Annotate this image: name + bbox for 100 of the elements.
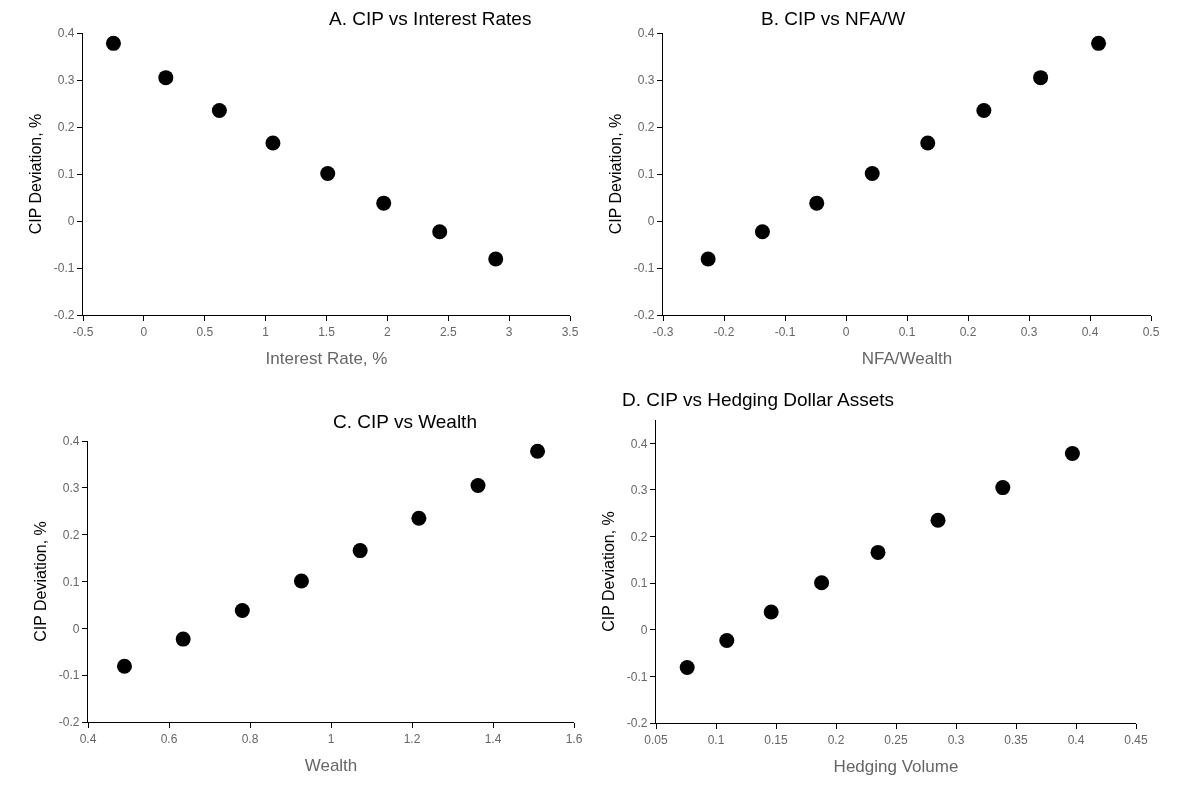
x-tick-label: -0.2 [713, 324, 735, 339]
chart-title: C. CIP vs Wealth [333, 411, 477, 432]
point [320, 166, 336, 182]
x-tick-label: 0.3 [947, 732, 965, 747]
x-axis-title: Hedging Volume [833, 756, 959, 776]
x-tick-label: 1.6 [565, 731, 583, 746]
y-tick-label: 0 [72, 621, 80, 636]
x-tick-label: 0.45 [1124, 732, 1148, 747]
chart-title: D. CIP vs Hedging Dollar Assets [622, 389, 895, 410]
y-tick-label: 0.3 [62, 481, 80, 496]
y-tick-label: 0.2 [62, 527, 80, 542]
y-tick-label: 0 [640, 622, 648, 637]
point [976, 103, 992, 119]
x-tick-label: 2.5 [439, 324, 457, 339]
x-tick-label: 0.5 [1142, 324, 1160, 339]
point [234, 603, 250, 619]
y-tick-label: -0.1 [633, 261, 655, 276]
y-tick-label: 0.2 [630, 529, 648, 544]
y-axis-title: CIP Deviation, % [31, 521, 49, 642]
y-tick-label: 0.1 [62, 574, 80, 589]
x-tick-label: 3.5 [561, 324, 579, 339]
chart-title: B. CIP vs NFA/W [761, 8, 906, 29]
point [411, 510, 427, 526]
y-tick-label: 0.1 [630, 576, 648, 591]
x-tick-label: 0.15 [764, 732, 788, 747]
point [293, 573, 309, 589]
y-tick-label: 0.4 [62, 434, 80, 449]
y-tick-label: 0.4 [637, 26, 655, 41]
x-tick-label: -0.5 [72, 324, 94, 339]
x-tick-label: 0.2 [959, 324, 977, 339]
y-tick-label: 0.1 [637, 167, 655, 182]
point [864, 166, 880, 182]
point [211, 103, 227, 119]
x-tick-label: 0.35 [1004, 732, 1028, 747]
point [814, 575, 830, 591]
x-tick-label: 1 [327, 731, 335, 746]
x-tick-label: 0.1 [898, 324, 916, 339]
point [1091, 35, 1107, 51]
y-tick-label: 0.4 [630, 436, 648, 451]
y-tick-label: 0 [67, 214, 75, 229]
point [1033, 70, 1049, 86]
x-tick-label: -0.3 [652, 324, 674, 339]
point [105, 35, 121, 51]
point [376, 195, 392, 211]
x-tick-label: 0 [140, 324, 148, 339]
point [116, 658, 132, 674]
chart-title: A. CIP vs Interest Rates [329, 8, 532, 29]
point [530, 443, 546, 459]
point [470, 477, 486, 493]
y-tick-label: -0.1 [626, 669, 648, 684]
y-tick-label: -0.1 [53, 261, 75, 276]
x-tick-label: 0.3 [1020, 324, 1038, 339]
y-tick-label: -0.2 [626, 716, 648, 731]
x-tick-label: 1.4 [484, 731, 502, 746]
point [719, 632, 735, 648]
point [930, 512, 946, 528]
point [870, 544, 886, 560]
y-tick-label: 0 [647, 214, 655, 229]
x-axis-title: Interest Rate, % [265, 348, 388, 368]
point [920, 135, 936, 151]
point [763, 604, 779, 620]
x-tick-label: 1 [262, 324, 270, 339]
y-axis-title: CIP Deviation, % [599, 511, 617, 632]
x-tick-label: 0 [842, 324, 850, 339]
point [754, 224, 770, 240]
x-tick-label: 0.8 [241, 731, 259, 746]
y-tick-label: -0.1 [58, 668, 80, 683]
x-tick-label: 0.6 [160, 731, 178, 746]
point [679, 660, 695, 676]
point [700, 251, 716, 267]
x-tick-label: 0.5 [196, 324, 214, 339]
x-tick-label: 0.4 [1067, 732, 1085, 747]
x-tick-label: 0.05 [644, 732, 668, 747]
point [175, 631, 191, 647]
point [1064, 446, 1080, 462]
x-tick-label: 1.5 [318, 324, 336, 339]
y-tick-label: 0.2 [637, 120, 655, 135]
y-tick-label: -0.2 [53, 308, 75, 323]
y-tick-label: -0.2 [633, 308, 655, 323]
point [158, 70, 174, 86]
y-tick-label: 0.2 [57, 120, 75, 135]
x-tick-label: 0.25 [884, 732, 908, 747]
y-tick-label: 0.3 [57, 73, 75, 88]
x-tick-label: 0.2 [827, 732, 845, 747]
x-axis-title: NFA/Wealth [861, 348, 953, 368]
x-tick-label: 3 [505, 324, 513, 339]
point [432, 224, 448, 240]
y-tick-label: 0.4 [57, 26, 75, 41]
y-tick-label: 0.3 [637, 73, 655, 88]
y-tick-label: -0.2 [58, 715, 80, 730]
point [352, 543, 368, 559]
y-axis-title: CIP Deviation, % [606, 113, 624, 235]
point [488, 251, 504, 267]
x-axis-title: Wealth [304, 755, 358, 775]
point [995, 480, 1011, 496]
x-tick-label: 0.4 [1081, 324, 1099, 339]
y-axis-title: CIP Deviation, % [26, 113, 44, 235]
point [265, 135, 281, 151]
y-tick-label: 0.1 [57, 167, 75, 182]
x-tick-label: 0.4 [79, 731, 97, 746]
